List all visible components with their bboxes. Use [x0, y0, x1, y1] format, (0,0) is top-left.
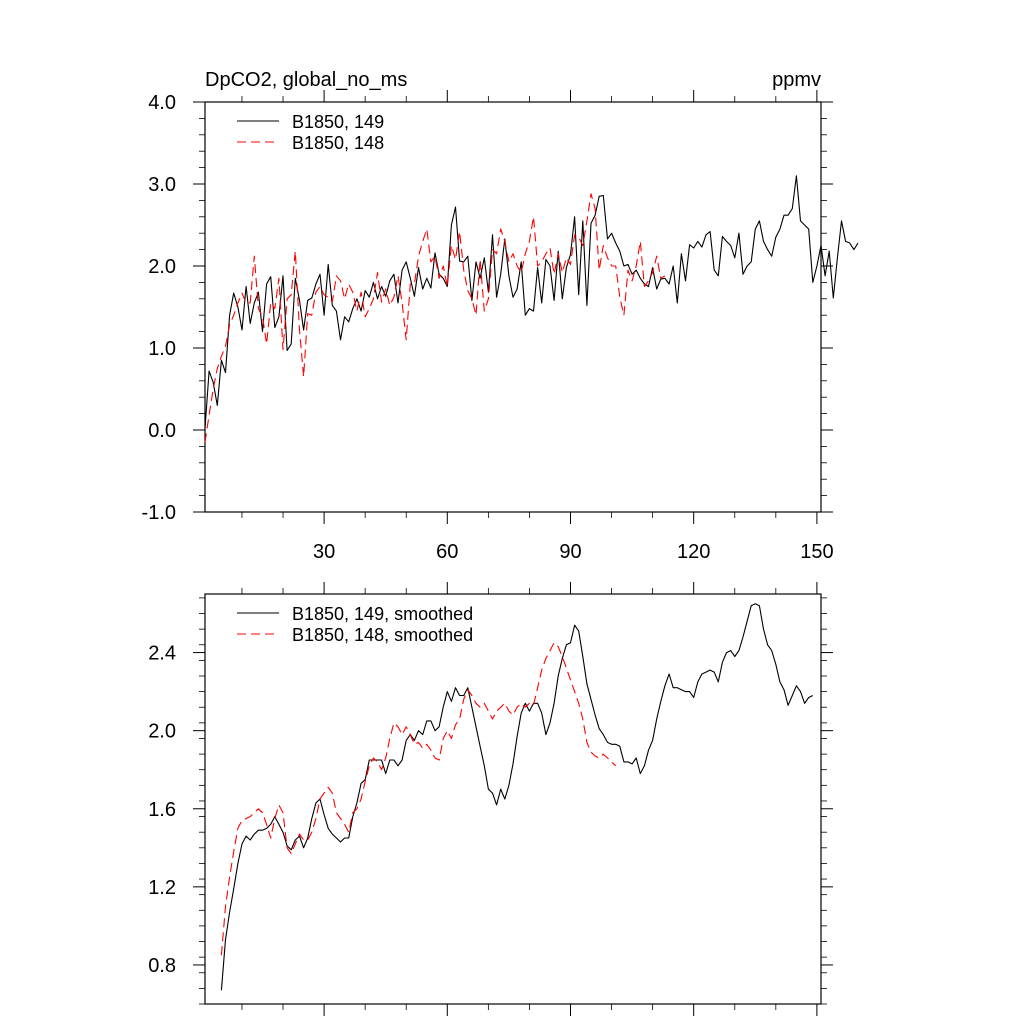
bottom-panel: 0.8 1.2 1.6 2.0 2.4 B1850, 149, smoothedB1850…: [148, 582, 833, 1016]
legend-label-1: B1850, 149, smoothed: [292, 604, 473, 624]
series-line-1: [204, 175, 859, 429]
legend-label-1: B1850, 149: [292, 112, 384, 132]
legend-label-2: B1850, 148, smoothed: [292, 625, 473, 645]
y-tick-label: 4.0: [148, 92, 176, 114]
legend-label-2: B1850, 148: [292, 133, 384, 153]
units-label: ppmv: [772, 69, 821, 91]
y-tick-label: 1.2: [148, 877, 176, 899]
chart-title: DpCO2, global_no_ms: [205, 69, 407, 91]
y-tick-label: 2.4: [148, 643, 176, 665]
x-tick-label: 90: [559, 541, 581, 563]
x-tick-label: 120: [677, 541, 710, 563]
y-tick-label: 2.0: [148, 256, 176, 278]
y-tick-label: 1.6: [148, 799, 176, 821]
plot-frame: [204, 101, 822, 513]
x-tick-label: 30: [313, 541, 335, 563]
y-tick-label: 1.0: [148, 338, 176, 360]
x-tick-label: 150: [800, 541, 833, 563]
series-line-1: [220, 603, 814, 991]
y-tick-label: -1.0: [142, 502, 176, 524]
x-tick-label: 60: [436, 541, 458, 563]
top-panel: 30 60 90 120 150 -1.0 0.0 1.0 2.0 3.0 4.0 B1850, 14…: [142, 90, 859, 563]
series-line-2: [220, 642, 617, 956]
y-tick-label: 0.0: [148, 420, 176, 442]
plot-frame: [204, 593, 822, 1005]
y-tick-label: 3.0: [148, 174, 176, 196]
y-tick-label: 0.8: [148, 955, 176, 977]
y-tick-label: 2.0: [148, 721, 176, 743]
